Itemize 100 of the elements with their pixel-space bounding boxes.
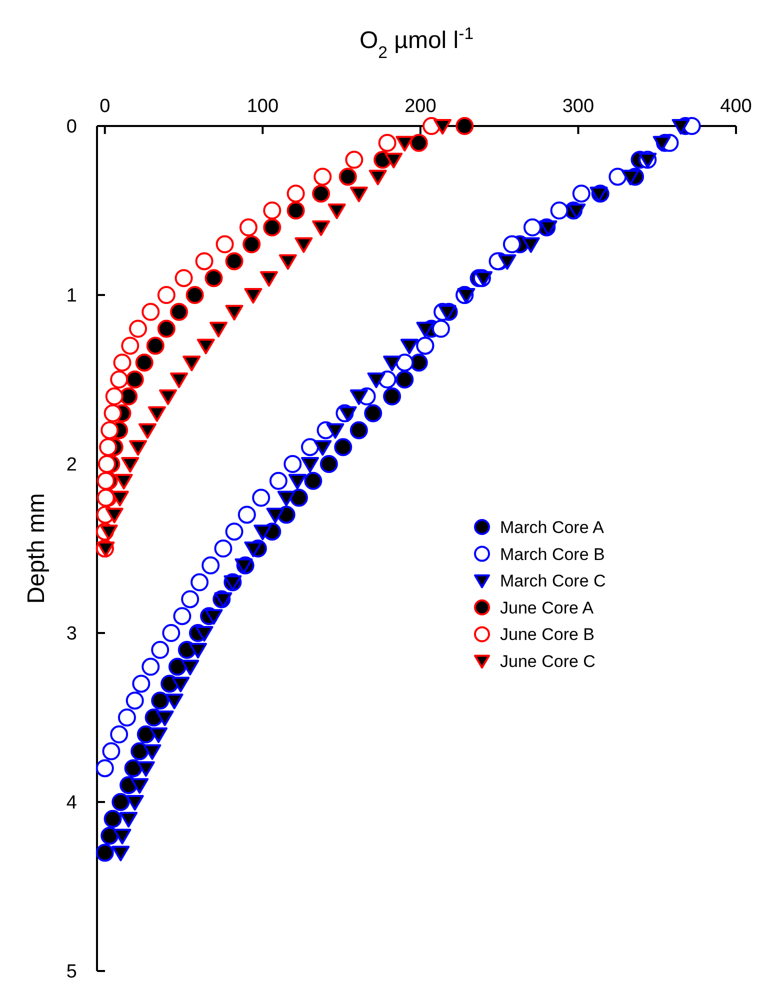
point bbox=[196, 338, 215, 354]
point bbox=[188, 642, 207, 658]
point bbox=[294, 237, 313, 253]
point bbox=[148, 406, 166, 422]
point bbox=[350, 421, 368, 440]
point bbox=[168, 658, 186, 676]
point bbox=[138, 423, 156, 439]
point bbox=[110, 725, 128, 744]
point bbox=[568, 204, 586, 220]
point bbox=[254, 524, 272, 540]
point bbox=[204, 269, 223, 288]
point bbox=[170, 302, 188, 321]
point bbox=[672, 119, 690, 135]
point bbox=[523, 218, 542, 236]
point bbox=[350, 389, 368, 405]
x-axis-title: O$_{2}$ µmol l$^{-1}$ bbox=[359, 24, 474, 62]
y-axis-title: Depth mm bbox=[23, 493, 50, 604]
point bbox=[225, 304, 244, 320]
point bbox=[367, 372, 386, 388]
point bbox=[277, 490, 296, 506]
point bbox=[96, 472, 115, 490]
point bbox=[124, 759, 142, 778]
point bbox=[112, 793, 130, 811]
point bbox=[121, 457, 140, 473]
point bbox=[150, 727, 168, 743]
point bbox=[202, 556, 220, 574]
point bbox=[621, 170, 640, 186]
point bbox=[195, 626, 214, 642]
point bbox=[114, 474, 133, 490]
point bbox=[146, 336, 164, 355]
legend-label: June Core B bbox=[500, 625, 594, 644]
point bbox=[113, 828, 132, 844]
point bbox=[269, 472, 288, 490]
point bbox=[225, 252, 244, 270]
point bbox=[368, 170, 387, 186]
point bbox=[396, 136, 414, 152]
point bbox=[126, 795, 144, 811]
point bbox=[244, 288, 262, 304]
point bbox=[130, 778, 149, 794]
point bbox=[105, 508, 124, 524]
y-tick-label: 3 bbox=[66, 624, 77, 645]
x-tick-label: 400 bbox=[720, 96, 752, 117]
y-tick-label: 4 bbox=[66, 792, 78, 814]
point bbox=[225, 522, 244, 541]
point bbox=[112, 846, 130, 862]
point bbox=[130, 742, 149, 760]
point bbox=[120, 812, 138, 828]
y-tick-label: 5 bbox=[66, 962, 77, 983]
point bbox=[173, 607, 192, 626]
point bbox=[238, 506, 256, 524]
point bbox=[498, 254, 516, 270]
point bbox=[456, 117, 474, 135]
point bbox=[334, 438, 352, 456]
point bbox=[350, 186, 368, 202]
x-tick-label: 200 bbox=[404, 96, 436, 117]
point bbox=[326, 423, 344, 439]
point bbox=[312, 220, 330, 236]
point bbox=[263, 218, 282, 236]
point bbox=[126, 692, 144, 710]
point bbox=[242, 235, 261, 254]
point bbox=[96, 488, 115, 507]
point bbox=[104, 404, 122, 422]
point bbox=[320, 455, 338, 473]
point bbox=[181, 590, 200, 608]
point bbox=[396, 370, 414, 388]
legend-label: March Core B bbox=[500, 544, 605, 564]
point bbox=[186, 286, 204, 304]
point bbox=[312, 184, 330, 203]
point bbox=[129, 440, 148, 456]
point bbox=[572, 184, 590, 203]
point bbox=[120, 387, 138, 406]
point bbox=[170, 372, 188, 388]
point bbox=[284, 455, 302, 473]
point bbox=[304, 472, 322, 490]
point bbox=[286, 202, 305, 220]
point bbox=[410, 134, 428, 152]
x-tick-label: 300 bbox=[562, 96, 594, 117]
y-tick-label: 0 bbox=[66, 116, 77, 138]
point bbox=[314, 440, 332, 456]
point bbox=[278, 254, 297, 270]
legend-label: June Core A bbox=[500, 598, 594, 618]
legend-label: March Core C bbox=[500, 572, 606, 591]
y-tick-label: 1 bbox=[66, 286, 77, 307]
point bbox=[142, 658, 160, 676]
y-tick-label: 2 bbox=[66, 454, 77, 476]
point bbox=[100, 524, 118, 540]
point bbox=[172, 676, 190, 692]
point bbox=[118, 708, 136, 726]
point bbox=[328, 204, 346, 220]
point bbox=[652, 136, 671, 152]
point bbox=[157, 320, 176, 338]
point bbox=[502, 235, 521, 254]
point bbox=[301, 457, 319, 473]
point bbox=[165, 694, 184, 710]
point bbox=[384, 152, 403, 168]
point bbox=[102, 742, 120, 760]
point bbox=[190, 573, 209, 592]
point bbox=[400, 338, 418, 354]
point bbox=[338, 168, 357, 186]
point bbox=[410, 354, 428, 372]
